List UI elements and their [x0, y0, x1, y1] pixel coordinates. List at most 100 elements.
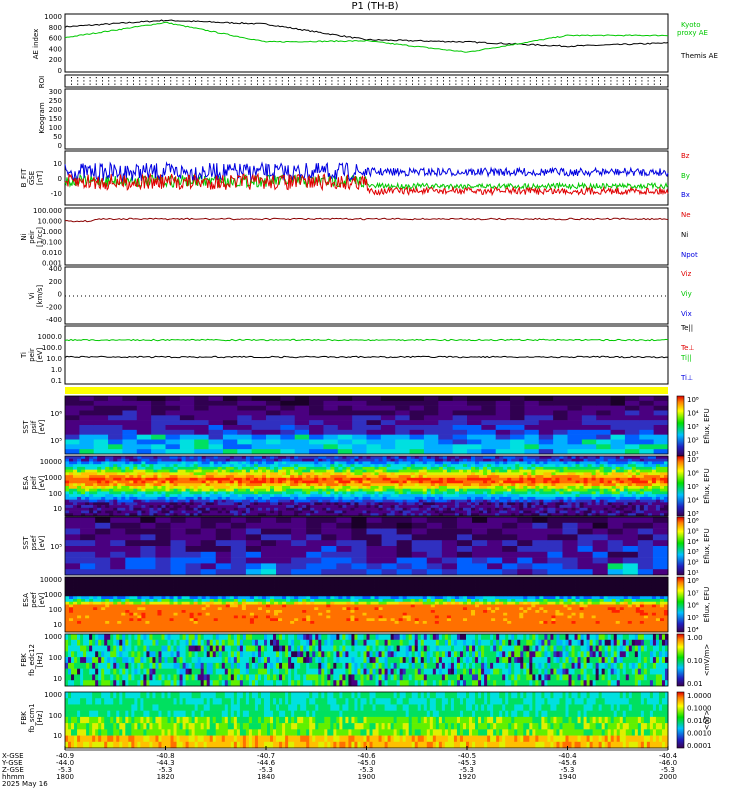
esa-ion-cell [378, 494, 383, 498]
esa-ion-cell [491, 456, 496, 460]
esa-ion-cell [366, 472, 371, 476]
esa-ion-cell [635, 505, 641, 509]
esa-ion-cell [209, 480, 215, 484]
esa-ion-cell [141, 475, 146, 479]
esa-ion-cell [237, 496, 243, 500]
esa-ion-cell [370, 510, 375, 514]
roi-dot [95, 80, 97, 82]
esa-ion-cell [559, 475, 564, 479]
sst-ion-cell [524, 410, 540, 416]
esa-ion-cell [591, 480, 597, 484]
esa-ion-cell [153, 507, 158, 511]
sst-ion-cell [122, 396, 138, 402]
sst-ion-cell [237, 396, 253, 402]
esa-ion-cell [149, 456, 154, 460]
esa-ion-cell [81, 513, 86, 517]
esa-ion-cell [85, 502, 90, 506]
esa-ion-cell [109, 475, 114, 479]
esa-ion-cell [394, 505, 400, 509]
esa-ion-cell [69, 477, 74, 481]
esa-ion-cell [326, 505, 331, 509]
esa-ion-cell [655, 491, 661, 495]
esa-ion-cell [539, 477, 544, 481]
velocity-tick-label: -400 [46, 316, 62, 324]
esa-ion-cell [266, 464, 271, 468]
esa-ion-cell [434, 496, 440, 500]
esa-ion-cell [310, 513, 315, 517]
esa-ion-cell [157, 466, 162, 470]
esa-ele-cell [129, 596, 134, 600]
esa-ion-cell [515, 513, 520, 517]
sst-ion-cell [65, 396, 80, 402]
esa-ion-cell [346, 456, 351, 460]
sst-ion-cell [79, 415, 95, 421]
esa-ion-cell [314, 461, 319, 465]
sst-ele-cell [381, 557, 398, 564]
esa-ion-cell [414, 458, 420, 462]
temp-tick-label: 1.0 [51, 366, 62, 374]
esa-ion-cell [278, 494, 283, 498]
esa-ion-cell [193, 475, 199, 479]
sst-ele-cell [517, 522, 533, 529]
sst-ion-cell [624, 449, 640, 455]
esa-ion-cell [438, 456, 444, 460]
esa-ion-cell [479, 458, 484, 462]
esa-ele-cell [93, 618, 98, 622]
roi-dot [660, 77, 661, 79]
esa-ion-cell [627, 491, 633, 495]
roi-dot [151, 77, 153, 79]
esa-ele-cell [117, 593, 122, 597]
esa-ion-cell [350, 507, 355, 511]
esa-ion-cell [386, 505, 392, 509]
esa-ion-cell [157, 507, 162, 511]
esa-ion-cell [221, 494, 227, 498]
esa-ion-cell [366, 499, 371, 503]
esa-ion-cell [362, 502, 367, 506]
esa-ion-cell [217, 475, 223, 479]
sst-ele-cell [426, 546, 443, 553]
esa-ion-cell [354, 472, 359, 476]
esa-ion-cell [338, 507, 343, 511]
esa-ion-cell [547, 461, 552, 465]
esa-ion-cell [173, 458, 178, 462]
sst-ion-cell [323, 439, 339, 445]
esa-ion-cell [253, 499, 259, 503]
roi-dots [71, 77, 661, 85]
esa-ion-cell [611, 488, 617, 492]
esa-ion-cell [446, 456, 452, 460]
esa-ion-cell [185, 466, 191, 470]
esa-ion-cell [551, 499, 556, 503]
esa-ion-cell [314, 507, 319, 511]
sst-ion-cell [79, 425, 95, 431]
esa-ion-cell [438, 464, 444, 468]
esa-ion-cell [314, 466, 319, 470]
esa-ion-cell [366, 507, 371, 511]
esa-ion-cell [643, 505, 649, 509]
esa-ion-cell [567, 505, 572, 509]
esa-ion-cell [221, 480, 227, 484]
sst-ion-cell [93, 449, 109, 455]
sst-ele-cell [245, 534, 262, 541]
esa-ion-cell [458, 475, 464, 479]
esa-ion-cell [257, 505, 263, 509]
esa-ion-cell [113, 488, 118, 492]
sst-ion-cell [510, 405, 525, 411]
esa-ion-cell [209, 491, 215, 495]
esa-ion-cell [559, 464, 564, 468]
esa-ion-cell [647, 488, 653, 492]
temp-legend-tiperp: Ti⊥ [680, 374, 693, 382]
sst-ele-cell [562, 551, 578, 558]
esa-ion-cell [511, 491, 516, 495]
sst-ele-cell [562, 546, 578, 553]
esa-ele-cell [93, 623, 98, 627]
esa-ion-cell [298, 475, 303, 479]
sst-ele-cell [441, 517, 458, 524]
esa-ion-cell [531, 477, 536, 481]
esa-ele-spectrogram [64, 576, 669, 633]
sst-ion-cell [524, 439, 540, 445]
esa-ele-cell [117, 577, 122, 581]
esa-ion-cell [535, 464, 540, 468]
esa-ion-cell [89, 510, 94, 514]
esa-ion-cell [129, 480, 134, 484]
esa-ele-cell [133, 582, 138, 586]
